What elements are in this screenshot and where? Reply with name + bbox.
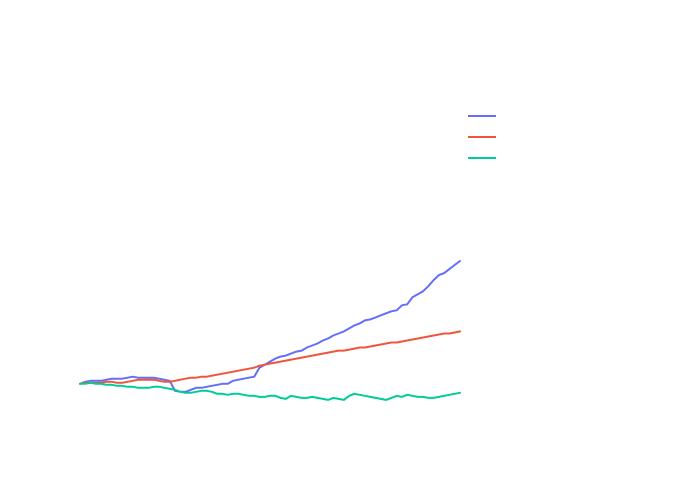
legend[interactable] [468,115,496,159]
plot-area [79,260,461,401]
series-line-1[interactable] [79,260,461,393]
series-line-2[interactable] [79,330,461,385]
series-line-3[interactable] [79,381,461,401]
